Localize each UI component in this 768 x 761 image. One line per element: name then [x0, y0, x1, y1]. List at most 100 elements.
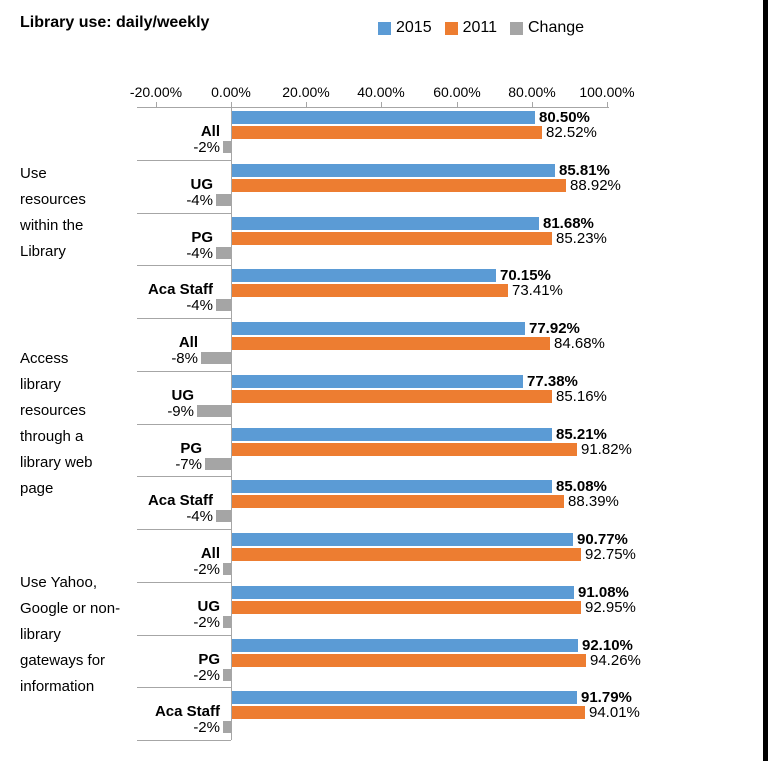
bar-label-2015: 90.77% [577, 531, 628, 548]
change-label: -2% [193, 719, 220, 736]
category-separator-line [137, 107, 231, 108]
category-label-block: PG -2% [0, 651, 220, 684]
bar-2015 [232, 375, 523, 388]
category-label-block: PG -7% [0, 441, 202, 473]
bar-2015 [232, 533, 573, 546]
change-label: -4% [186, 245, 213, 262]
bar-change [216, 194, 231, 206]
bar-2015 [232, 322, 525, 335]
change-label: -4% [186, 508, 213, 525]
legend-swatch [378, 21, 391, 35]
bar-label-2015: 91.79% [581, 689, 632, 706]
bar-label-2011: 94.26% [590, 652, 641, 669]
category-separator-line [137, 635, 231, 636]
category-label: PG [191, 229, 213, 246]
x-axis-tick-label: 80.00% [508, 84, 556, 100]
category-label-block: All -8% [0, 335, 198, 367]
x-axis-tick-label: -20.00% [129, 84, 183, 100]
x-axis-tick-label: 100.00% [579, 84, 635, 100]
bar-change [223, 721, 231, 733]
category-separator-line [137, 424, 231, 425]
bar-2011 [232, 284, 508, 297]
bar-change [223, 669, 231, 681]
x-axis-tick [457, 102, 458, 107]
bar-2011 [232, 495, 564, 508]
x-axis-tick-label: 40.00% [357, 84, 405, 100]
x-axis-tick-label: 60.00% [433, 84, 481, 100]
bar-label-2011: 73.41% [512, 282, 563, 299]
bar-label-2015: 85.81% [559, 162, 610, 179]
legend-item-2015: 2015 [378, 19, 432, 37]
category-separator-line [137, 476, 231, 477]
bar-label-2015: 85.08% [556, 478, 607, 495]
bar-label-2011: 85.16% [556, 388, 607, 405]
bar-2015 [232, 691, 577, 704]
category-label: UG [197, 598, 221, 615]
group-label: Use resources within the Library [20, 165, 86, 260]
bar-2011 [232, 337, 550, 350]
category-label-block: All -2% [0, 124, 220, 156]
bar-2015 [232, 586, 574, 599]
bar-label-2011: 82.52% [546, 124, 597, 141]
category-label-block: UG -2% [0, 598, 221, 631]
bar-label-2011: 91.82% [581, 441, 632, 458]
bar-label-2011: 88.92% [570, 177, 621, 194]
value-axis-line [231, 107, 232, 740]
bar-change [223, 616, 231, 628]
bar-label-2011: 85.23% [556, 230, 607, 247]
category-label: Aca Staff [154, 703, 220, 720]
bar-2011 [232, 654, 586, 667]
x-axis-tick [231, 102, 232, 107]
x-axis-tick [381, 102, 382, 107]
bar-2011 [232, 179, 566, 192]
bar-label-2011: 92.95% [585, 599, 636, 616]
bar-2015 [232, 639, 578, 652]
bar-label-2011: 94.01% [589, 704, 640, 721]
category-separator-line [137, 265, 231, 266]
category-label: All [200, 545, 220, 562]
category-separator-line [137, 529, 231, 530]
change-label: -4% [186, 297, 213, 314]
category-separator-line [137, 687, 231, 688]
bar-2011 [232, 706, 585, 719]
bar-label-2015: 92.10% [582, 637, 633, 654]
bar-label-2015: 85.21% [556, 426, 607, 443]
legend-label: Change [528, 19, 585, 36]
bar-label-2011: 88.39% [568, 493, 619, 510]
category-label-block: PG -4% [0, 229, 213, 262]
bar-2011 [232, 443, 577, 456]
bar-label-2015: 91.08% [578, 584, 629, 601]
category-label: PG [198, 651, 220, 668]
chart-title: Library use: daily/weekly [20, 14, 210, 31]
bar-2011 [232, 548, 581, 561]
bar-label-2015: 77.92% [529, 320, 580, 337]
legend-item-change: Change [510, 19, 584, 37]
change-label: -4% [186, 192, 213, 209]
change-label: -2% [193, 139, 220, 156]
category-separator-line [137, 371, 231, 372]
bar-2011 [232, 390, 552, 403]
change-label: -7% [175, 456, 202, 473]
category-separator-line [137, 160, 231, 161]
category-label-block: Aca Staff -4% [0, 281, 213, 314]
bar-change [216, 510, 231, 522]
group-label: Access library resources through a libra… [20, 350, 93, 497]
category-label: Aca Staff [147, 281, 213, 298]
category-label-block: UG -4% [0, 177, 213, 209]
bar-2011 [232, 232, 552, 245]
x-axis-tick [306, 102, 307, 107]
bar-change [197, 405, 231, 417]
bar-2015 [232, 428, 552, 441]
category-separator-line [137, 318, 231, 319]
category-separator-line [137, 213, 231, 214]
bar-2015 [232, 269, 496, 282]
legend-swatch [510, 21, 523, 35]
legend: 2015 2011 Change [378, 19, 584, 37]
category-label-block: UG -9% [0, 388, 194, 420]
category-separator-line [137, 582, 231, 583]
bar-change [205, 458, 231, 470]
x-axis-line [145, 107, 609, 108]
category-label-block: Aca Staff -4% [0, 493, 213, 525]
bar-change [201, 352, 231, 364]
change-label: -2% [193, 667, 220, 684]
